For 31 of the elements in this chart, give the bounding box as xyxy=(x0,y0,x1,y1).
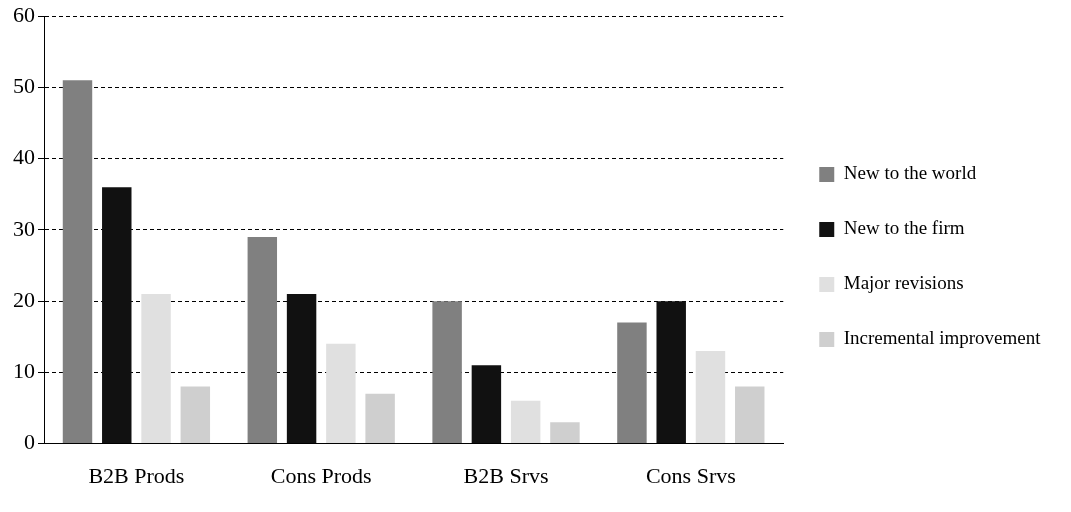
bar xyxy=(102,187,132,444)
y-tick-label: 20 xyxy=(13,286,35,312)
y-tick-label: 60 xyxy=(13,1,35,27)
x-tick-label: B2B Prods xyxy=(88,462,185,488)
y-tick-label: 0 xyxy=(24,429,35,455)
y-tick-label: 30 xyxy=(13,215,35,241)
bar xyxy=(510,400,541,444)
bar xyxy=(247,237,278,444)
bar xyxy=(695,351,726,444)
legend-label: Incremental improvement xyxy=(843,327,1042,349)
bar xyxy=(617,322,647,444)
x-tick-label: Cons Srvs xyxy=(645,462,736,488)
bar xyxy=(550,422,580,444)
y-tick-label: 50 xyxy=(13,73,35,99)
bar xyxy=(62,80,93,444)
bar xyxy=(365,393,395,444)
bar xyxy=(656,301,686,444)
bar xyxy=(286,294,317,444)
legend-label: New to the firm xyxy=(843,217,965,239)
bar xyxy=(180,386,211,444)
x-tick-label: B2B Srvs xyxy=(463,462,549,488)
x-tick-label: Cons Prods xyxy=(270,462,372,488)
bar xyxy=(432,301,462,444)
bar xyxy=(141,294,171,444)
legend-label: New to the world xyxy=(843,162,977,184)
y-tick-label: 10 xyxy=(13,358,35,384)
bar xyxy=(326,343,356,444)
bar xyxy=(735,386,765,444)
y-tick-label: 40 xyxy=(13,144,35,170)
bar xyxy=(471,365,502,444)
legend-label: Major revisions xyxy=(843,272,964,294)
